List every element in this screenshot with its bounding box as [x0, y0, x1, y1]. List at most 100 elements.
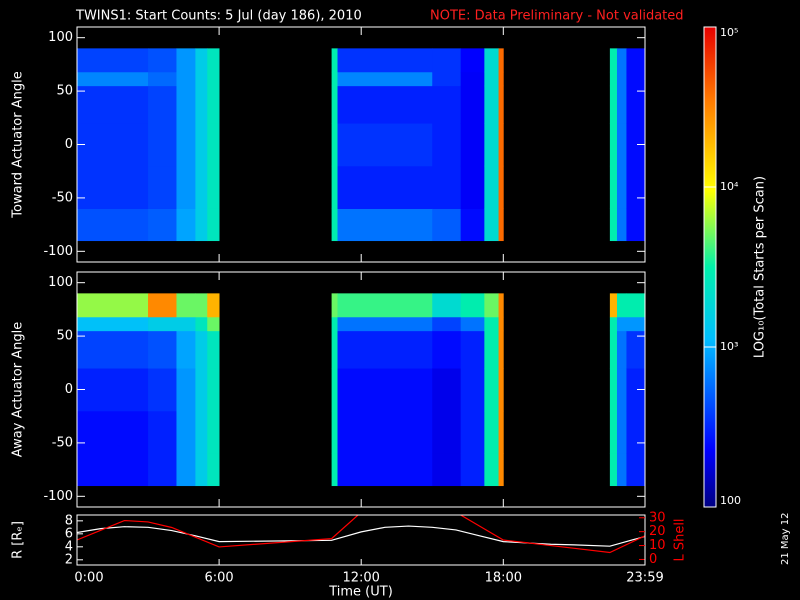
- heat-cell: [626, 85, 646, 124]
- heat-cell: [148, 410, 177, 454]
- heat-cell: [484, 48, 499, 73]
- heat-cell: [626, 410, 646, 454]
- heat-cell: [77, 368, 149, 412]
- heat-cell: [626, 208, 646, 242]
- heat-cell: [77, 123, 149, 167]
- colorbar-tick-label: 100: [720, 494, 741, 507]
- heat-cell: [498, 208, 504, 242]
- heat-cell: [337, 293, 433, 318]
- heat-cell: [616, 165, 627, 209]
- heat-cell: [195, 85, 208, 124]
- heat-cell: [498, 85, 504, 124]
- heat-cell: [609, 48, 618, 73]
- heat-cell: [77, 85, 149, 124]
- heat-cell: [331, 165, 338, 209]
- heat-cell: [484, 453, 499, 487]
- heat-cell: [176, 410, 196, 454]
- heat-cell: [609, 85, 618, 124]
- heat-cell: [331, 71, 338, 87]
- colorbar-tick-label: 10⁵: [720, 26, 738, 39]
- heat-cell: [195, 453, 208, 487]
- heat-cell: [616, 410, 627, 454]
- heat-cell: [176, 71, 196, 87]
- plot-frame: [76, 514, 646, 566]
- heat-cell: [609, 330, 618, 369]
- y-tick-label: -50: [52, 190, 73, 205]
- y-tick-label: 50: [56, 329, 73, 344]
- heat-cell: [460, 85, 485, 124]
- heat-cell: [77, 208, 149, 242]
- y-tick-label: -100: [43, 489, 73, 504]
- heat-cell: [432, 71, 462, 87]
- y-tick-label: 0: [65, 382, 73, 397]
- y2-tick-label: 0: [649, 552, 657, 567]
- heat-cell: [616, 316, 627, 332]
- x-tick-label: 12:00: [342, 571, 379, 586]
- heat-cell: [77, 165, 149, 209]
- y-tick-label: 2: [65, 552, 73, 567]
- heat-cell: [609, 208, 618, 242]
- heat-cell: [484, 368, 499, 412]
- heat-cell: [432, 165, 462, 209]
- heat-cell: [484, 316, 499, 332]
- heat-cell: [176, 85, 196, 124]
- heat-cell: [176, 368, 196, 412]
- y2-tick-label: 20: [649, 524, 666, 539]
- heat-cell: [616, 48, 627, 73]
- heat-cell: [616, 453, 627, 487]
- heat-cell: [207, 316, 220, 332]
- heat-cell: [460, 293, 485, 318]
- heat-cell: [616, 71, 627, 87]
- heat-cell: [609, 453, 618, 487]
- heat-cell: [337, 453, 433, 487]
- heat-cell: [195, 48, 208, 73]
- axis-title: L Shell: [673, 518, 688, 561]
- heat-cell: [337, 85, 433, 124]
- y2-tick-label: 10: [649, 538, 666, 553]
- y-tick-label: 50: [56, 84, 73, 99]
- y-tick-label: 100: [48, 275, 73, 290]
- y-tick-label: 100: [48, 30, 73, 45]
- heat-cell: [626, 453, 646, 487]
- heat-cell: [432, 48, 462, 73]
- heat-cell: [331, 410, 338, 454]
- heat-cell: [498, 165, 504, 209]
- heat-cell: [432, 368, 462, 412]
- heat-cell: [331, 123, 338, 167]
- heat-cell: [484, 330, 499, 369]
- heat-cell: [432, 453, 462, 487]
- heat-cell: [337, 165, 433, 209]
- heat-cell: [498, 48, 504, 73]
- heat-cell: [337, 410, 433, 454]
- heat-cell: [498, 316, 504, 332]
- heat-cell: [207, 71, 220, 87]
- heat-cell: [616, 330, 627, 369]
- heat-cell: [337, 316, 433, 332]
- heat-cell: [331, 85, 338, 124]
- heat-cell: [432, 316, 462, 332]
- heat-cell: [207, 48, 220, 73]
- heat-cell: [331, 48, 338, 73]
- heat-cell: [337, 71, 433, 87]
- y-axis-title: Toward Actuator Angle: [11, 71, 26, 218]
- heat-cell: [626, 368, 646, 412]
- heat-cell: [148, 368, 177, 412]
- heat-cell: [484, 123, 499, 167]
- heat-cell: [498, 71, 504, 87]
- heat-cell: [626, 48, 646, 73]
- heat-cell: [498, 123, 504, 167]
- y-tick-label: 8: [65, 513, 73, 528]
- heat-cell: [195, 123, 208, 167]
- heat-cell: [609, 410, 618, 454]
- heat-cell: [195, 293, 208, 318]
- heat-cell: [195, 71, 208, 87]
- heat-cell: [616, 123, 627, 167]
- heat-cell: [207, 123, 220, 167]
- heat-cell: [337, 48, 433, 73]
- heat-cell: [77, 453, 149, 487]
- heat-cell: [616, 368, 627, 412]
- heat-cell: [176, 165, 196, 209]
- heat-cell: [176, 453, 196, 487]
- y-tick-label: -100: [43, 244, 73, 259]
- y-tick-label: -50: [52, 435, 73, 450]
